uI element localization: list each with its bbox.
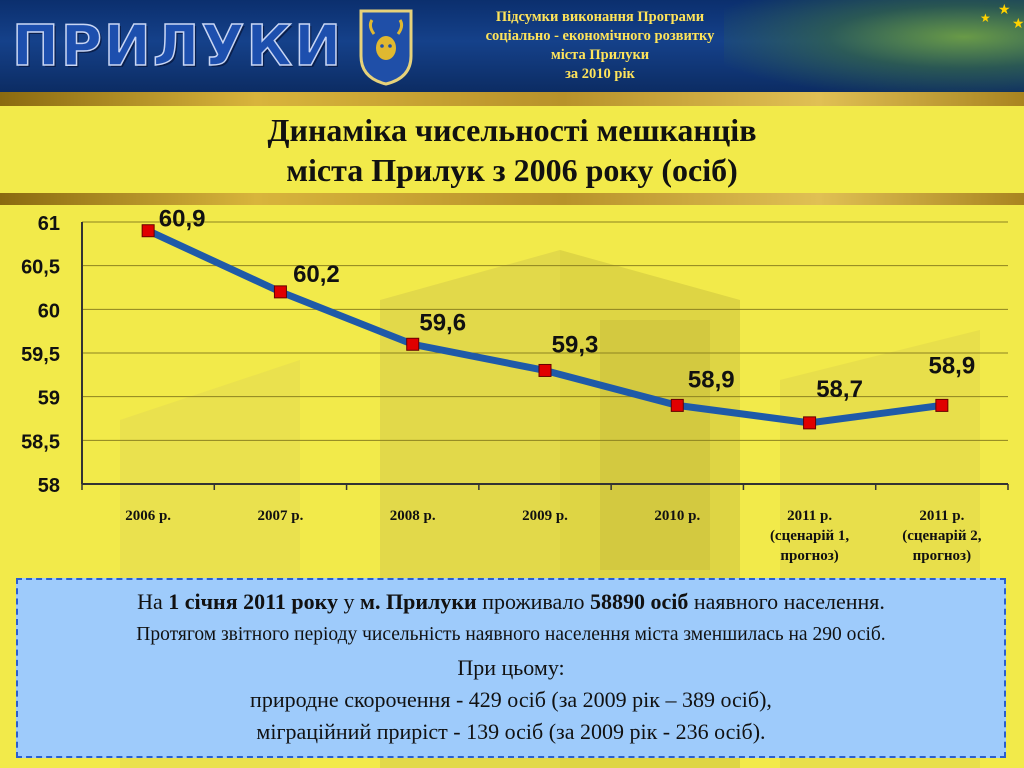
slide-title-line1: Динаміка чисельності мешканців (267, 112, 757, 148)
header-title-line: Підсумки виконання Програми (495, 9, 705, 25)
header-gold-bar (0, 92, 1024, 106)
y-tick-label: 59,5 (21, 344, 60, 366)
header-title-line: міста Прилуки (550, 47, 650, 63)
x-tick-label: (сценарій 2, (902, 528, 981, 544)
x-tick-label: 2010 р. (654, 508, 700, 524)
info-line-5: міграційний приріст - 139 осіб (за 2009 … (256, 719, 766, 744)
y-tick-label: 58 (38, 475, 60, 497)
y-tick-label: 61 (38, 213, 60, 235)
x-tick-label: (сценарій 1, (770, 528, 849, 544)
info-text: На (137, 589, 169, 614)
x-tick-label: 2006 р. (125, 508, 171, 524)
data-point (538, 363, 552, 377)
population-line-chart: 58 58,5 59 59,5 60 60,5 61 60,9 60,2 59,6 59,3 58,9… (21, 206, 1009, 564)
info-population: 58890 осіб (589, 589, 689, 614)
x-tick-label: 2008 р. (390, 508, 436, 524)
data-point (141, 224, 155, 238)
y-tick-label: 60 (38, 300, 60, 322)
data-point (670, 398, 684, 412)
info-date: 1 січня 2011 року (168, 589, 339, 614)
city-crest-icon (359, 9, 413, 86)
svg-text:★: ★ (1012, 17, 1024, 32)
data-label: 58,9 (688, 366, 735, 393)
header-banner: ПРИЛУКИ Підсумки виконання Програми соці… (0, 0, 1024, 92)
data-label: 58,7 (816, 376, 863, 403)
data-point (803, 416, 817, 430)
svg-text:★: ★ (980, 11, 991, 25)
x-tick-label: 2009 р. (522, 508, 568, 524)
eu-stars-icon: ★ ★ ★ (980, 3, 1024, 32)
x-tick-label: 2007 р. (258, 508, 304, 524)
y-tick-label: 58,5 (21, 431, 60, 453)
title-gold-bar (0, 193, 1024, 205)
data-point (935, 398, 949, 412)
info-text: наявного населення. (688, 589, 885, 614)
slide-title-line2: міста Прилук з 2006 року (осіб) (286, 152, 738, 188)
data-label: 58,9 (928, 352, 975, 379)
info-line-3: При цьому: (457, 655, 565, 680)
data-label: 59,6 (419, 309, 466, 336)
x-tick-label: прогноз) (780, 548, 838, 564)
info-city: м. Прилуки (360, 589, 477, 614)
y-tick-label: 59 (38, 388, 60, 410)
info-box: На 1 січня 2011 року у м. Прилуки прожив… (16, 578, 1006, 758)
data-label: 60,2 (293, 261, 340, 288)
header-glow (724, 0, 1024, 92)
data-label: 60,9 (159, 206, 206, 233)
info-line-4: природне скорочення - 429 осіб (за 2009 … (250, 687, 772, 712)
city-logo-text: ПРИЛУКИ (11, 14, 344, 79)
x-tick-label: 2011 р. (919, 508, 964, 524)
info-text: у (338, 589, 361, 614)
info-line-2: Протягом звітного періоду чисельність на… (136, 624, 886, 645)
x-tick-label: 2011 р. (787, 508, 832, 524)
slide-title: Динаміка чисельності мешканців міста При… (0, 110, 1024, 190)
header-title-line: за 2010 рік (565, 66, 635, 82)
svg-text:★: ★ (998, 3, 1011, 18)
y-tick-label: 60,5 (21, 257, 60, 279)
data-label: 59,3 (552, 331, 599, 358)
data-point (406, 337, 420, 351)
header-title: Підсумки виконання Програми соціально - … (440, 8, 760, 84)
header-title-line: соціально - економічного розвитку (485, 28, 715, 44)
info-line-1: На 1 січня 2011 року у м. Прилуки прожив… (18, 588, 1004, 616)
info-text: проживало (476, 589, 590, 614)
x-tick-label: прогноз) (913, 548, 971, 564)
data-point (273, 285, 287, 299)
